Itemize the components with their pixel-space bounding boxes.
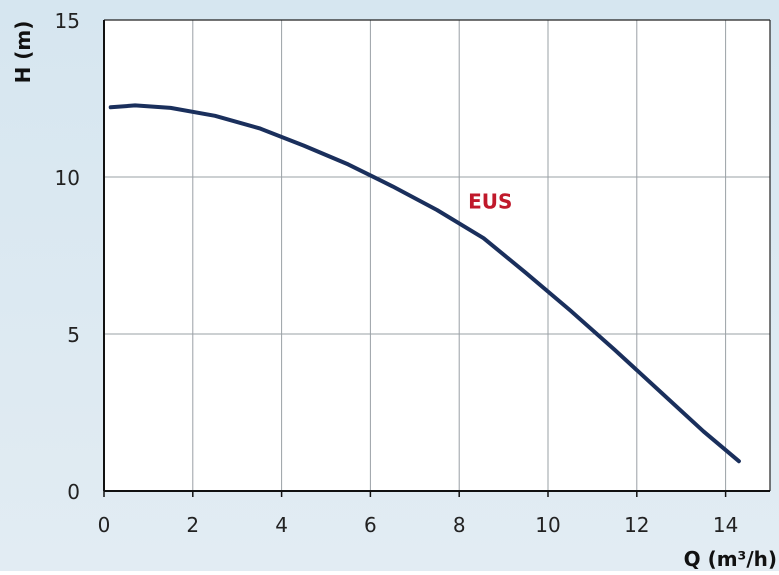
x-tick-label-8: 8 xyxy=(453,513,466,537)
x-tick-label-12: 12 xyxy=(624,513,649,537)
y-axis-title: H (m) xyxy=(11,21,35,84)
plot-area xyxy=(104,20,770,491)
x-tick-label-6: 6 xyxy=(364,513,377,537)
x-axis-title: Q (m³/h) xyxy=(684,547,777,571)
x-tick-label-10: 10 xyxy=(535,513,560,537)
y-tick-label-15: 15 xyxy=(55,9,80,33)
series-line-0 xyxy=(108,103,741,464)
x-tick-label-2: 2 xyxy=(186,513,199,537)
y-tick-label-5: 5 xyxy=(67,323,80,347)
y-tick-label-10: 10 xyxy=(55,166,80,190)
x-tick-label-0: 0 xyxy=(98,513,111,537)
x-tick-label-4: 4 xyxy=(275,513,288,537)
curve-label-0: EUS xyxy=(468,189,512,213)
y-tick-label-0: 0 xyxy=(67,480,80,504)
x-tick-label-14: 14 xyxy=(713,513,738,537)
